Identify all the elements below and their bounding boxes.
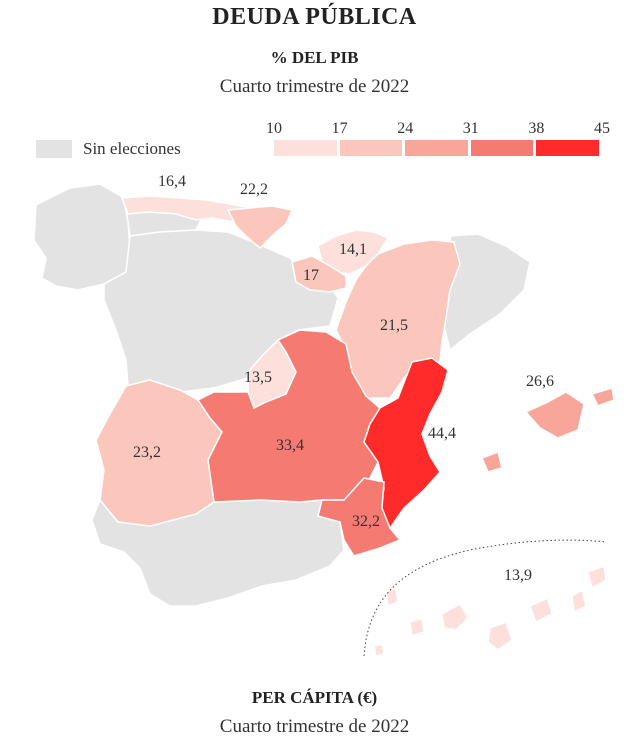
legend-tick: 31 [462,120,479,137]
legend-tick: 24 [397,120,414,137]
region-value-label: 13,9 [504,567,532,584]
region-value-label: 16,4 [158,173,186,190]
region-baleares [481,387,615,473]
region-value-label: 17 [303,267,319,284]
legend-no-data-label: Sin elecciones [83,139,181,158]
region-value-label: 22,2 [240,181,268,198]
region-value-label: 26,6 [526,373,554,390]
region-valencia [363,357,449,530]
region-navarra [226,205,294,250]
legend-bin [274,140,337,156]
region-canarias [373,564,607,657]
chart-subtitle: % DEL PIB [270,48,359,67]
region-value-label: 44,4 [428,425,456,442]
legend-bin [536,140,599,156]
region-murcia [317,477,402,557]
footer-period: Cuarto trimestre de 2022 [219,716,410,737]
legend-tick: 10 [266,120,282,137]
region-extremadura [95,379,223,527]
legend-color-scale: 10 17 24 31 38 45 [266,120,610,160]
legend-tick: 17 [331,120,348,137]
legend-bin [470,140,534,156]
legend-tick: 38 [528,120,545,137]
region-value-label: 32,2 [352,513,380,530]
legend-bin [405,140,468,156]
footer-title: PER CÁPITA (€) [251,688,378,707]
legend-tick: 45 [594,120,610,137]
region-value-label: 14,1 [339,241,367,258]
chart-title: DEUDA PÚBLICA [212,4,417,30]
region-value-label: 23,2 [133,444,161,461]
region-la-rioja [291,255,347,293]
canarias-inset-line [363,539,607,657]
chart-period: Cuarto trimestre de 2022 [219,76,410,97]
region-castilla-la-mancha [196,329,381,503]
region-value-label: 13,5 [244,369,272,386]
region-value-label: 33,4 [276,437,304,454]
region-value-label: 21,5 [380,317,408,334]
legend-no-data-swatch [36,140,72,158]
legend-bin [339,140,403,156]
legend-no-data: Sin elecciones [36,139,181,159]
